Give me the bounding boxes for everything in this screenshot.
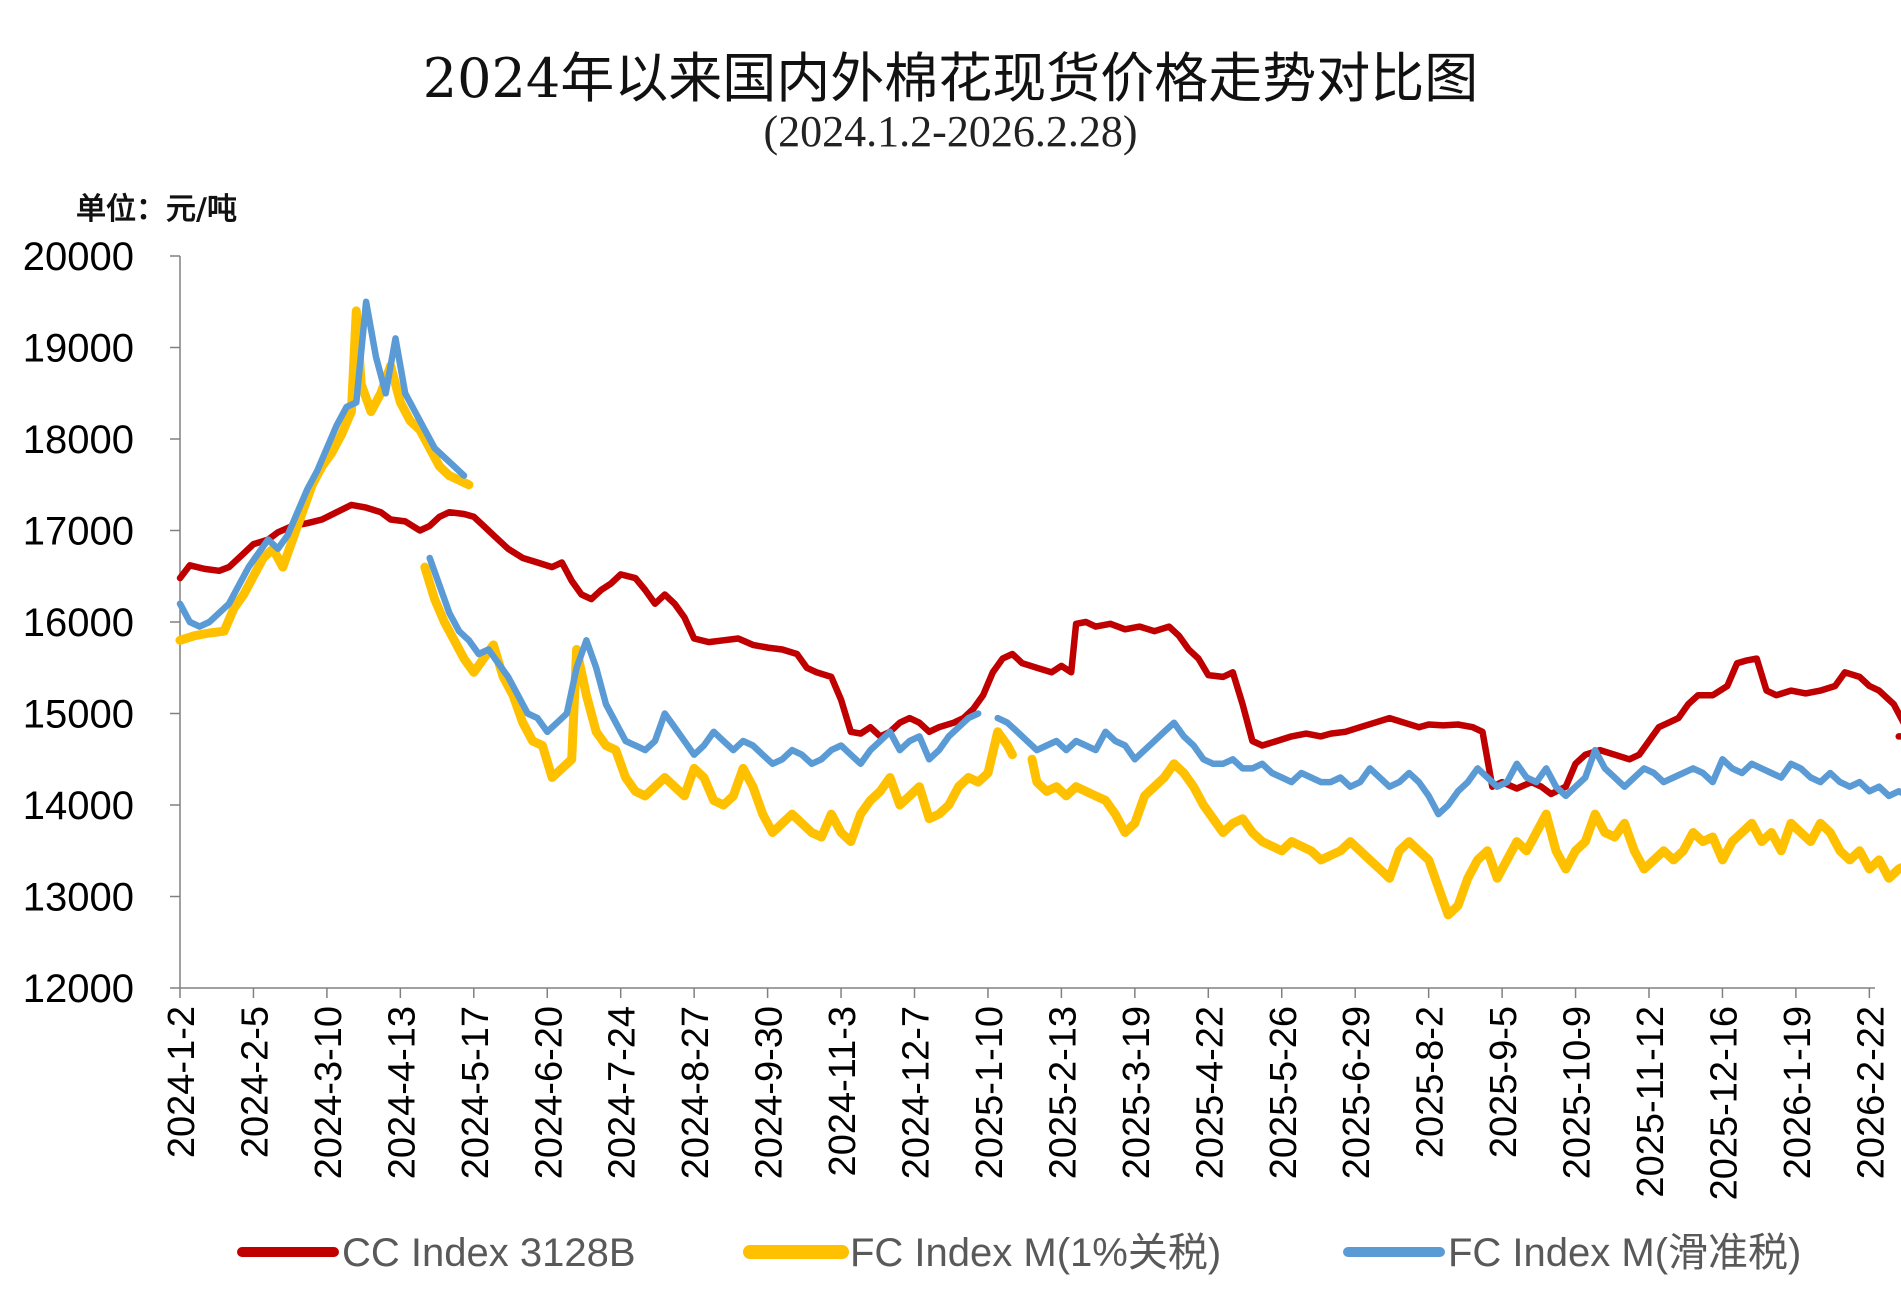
legend-label: CC Index 3128B [342,1231,636,1275]
series-group [175,298,1901,920]
x-tick-label: 2025-4-22 [1189,1006,1231,1179]
x-tick-label: 2025-10-9 [1557,1006,1599,1179]
unit-label: 单位：元/吨 [76,192,237,227]
x-tick-label: 2024-8-27 [675,1006,717,1179]
series-line [176,298,468,630]
x-tick-label: 2026-2-22 [1850,1006,1892,1179]
x-tick-label: 2024-1-2 [161,1006,203,1158]
y-tick-label: 12000 [23,967,134,1011]
x-tick-label: 2024-4-13 [381,1006,423,1179]
series-line [994,714,1901,818]
x-tick-label: 2024-11-3 [822,1006,864,1176]
y-tick-label: 19000 [23,327,134,371]
series-line [176,501,1901,798]
x-tick-label: 2024-2-5 [234,1006,276,1158]
y-tick-label: 14000 [23,784,134,828]
x-tick-label: 2025-8-2 [1410,1006,1452,1158]
series-3 [176,298,1901,818]
series-line [175,306,474,645]
series-1 [176,501,1901,798]
x-tick-label: 2025-11-12 [1630,1006,1672,1198]
x-tick-label: 2024-6-20 [528,1006,570,1179]
y-tick-label: 17000 [23,510,134,554]
x-tick-label: 2025-2-13 [1042,1006,1084,1179]
y-tick-label: 16000 [23,601,134,645]
x-tick-label: 2026-1-19 [1777,1006,1819,1179]
legend-label: FC Index M(滑准税) [1448,1231,1801,1275]
x-tick-label: 2025-3-19 [1116,1006,1158,1179]
series-line [1027,754,1901,920]
y-tick-label: 15000 [23,693,134,737]
x-tick-label: 2024-3-10 [308,1006,350,1179]
x-tick-label: 2025-1-10 [969,1006,1011,1179]
y-tick-label: 13000 [23,876,134,920]
y-tick-label: 20000 [23,235,134,279]
chart-title: 2024年以来国内外棉花现货价格走势对比图 [422,47,1479,110]
y-tick-label: 18000 [23,418,134,462]
chart-subtitle: (2024.1.2-2026.2.28) [763,107,1138,156]
x-tick-label: 2025-5-26 [1263,1006,1305,1179]
series-line [426,554,982,768]
x-tick-label: 2024-9-30 [749,1006,791,1179]
series-line [420,562,1017,847]
series-2 [175,306,1901,920]
axes-group: 12000 13000 14000 15000 16000 17000 18000 19000… [23,235,1893,1200]
x-tick-label: 2024-12-7 [896,1006,938,1179]
x-tick-label: 2024-5-17 [455,1006,497,1179]
legend-group: CC Index 3128B FC Index M(1%关税) FC Index M… [237,1231,1801,1275]
x-tick-label: 2025-6-29 [1336,1006,1378,1179]
x-tick-label: 2025-9-5 [1483,1006,1525,1158]
x-tick-label: 2024-7-24 [602,1006,644,1179]
legend-label: FC Index M(1%关税) [850,1231,1221,1275]
x-tick-label: 2025-12-16 [1703,1006,1745,1200]
